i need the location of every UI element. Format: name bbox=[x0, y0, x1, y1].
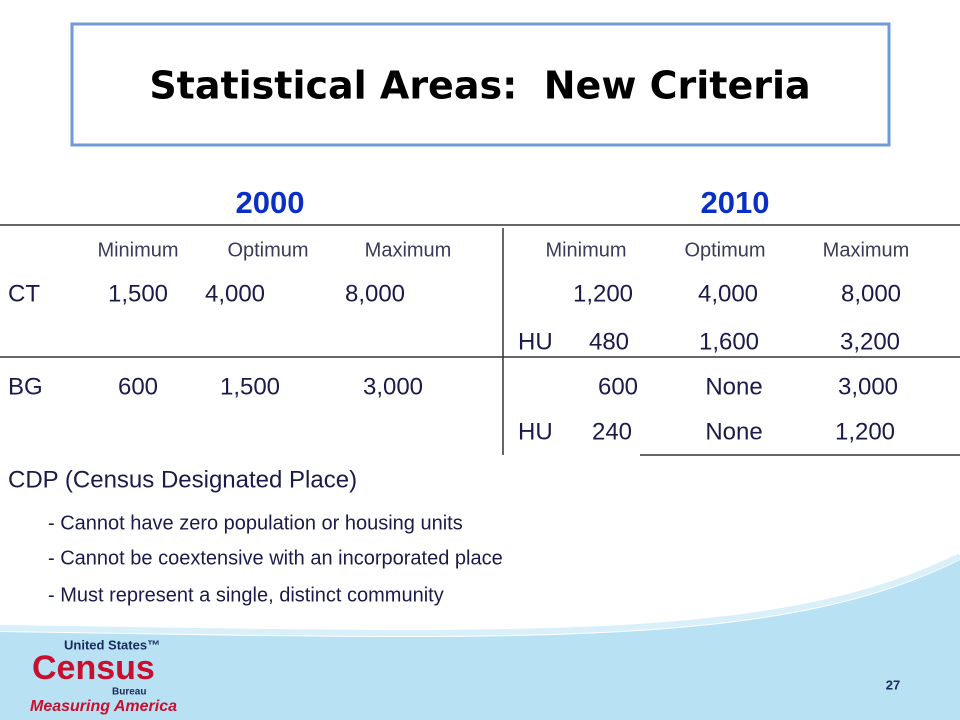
row-label: CT bbox=[8, 280, 40, 307]
cell: 1,500 bbox=[220, 373, 280, 400]
cell: 480 bbox=[589, 328, 629, 355]
cell: 1,600 bbox=[699, 328, 759, 355]
background-swoosh bbox=[0, 560, 960, 720]
year: 2000 bbox=[236, 185, 305, 220]
cell: 3,000 bbox=[363, 373, 423, 400]
cell: 1,500 bbox=[108, 280, 168, 307]
bullet: - Cannot have zero population or housing… bbox=[48, 512, 463, 534]
bullet: - Must represent a single, distinct comm… bbox=[48, 584, 444, 606]
logo-main: Census bbox=[32, 649, 155, 687]
year: 2010 bbox=[701, 185, 770, 220]
cell: None bbox=[705, 373, 762, 400]
cell: 4,000 bbox=[205, 280, 265, 307]
row-label: BG bbox=[8, 373, 43, 400]
cell: 8,000 bbox=[345, 280, 405, 307]
column-header: Maximum bbox=[365, 239, 452, 261]
swoosh-edge bbox=[0, 553, 960, 636]
column-header: Optimum bbox=[227, 239, 308, 261]
column-header: Minimum bbox=[545, 239, 626, 261]
column-header: Maximum bbox=[823, 239, 910, 261]
row-label: HU bbox=[518, 418, 553, 445]
cell: 240 bbox=[592, 418, 632, 445]
cell: 8,000 bbox=[841, 280, 901, 307]
bullet: - Cannot be coextensive with an incorpor… bbox=[48, 547, 503, 569]
cell: 600 bbox=[118, 373, 158, 400]
cell: 3,200 bbox=[840, 328, 900, 355]
column-header: Optimum bbox=[684, 239, 765, 261]
cell: 600 bbox=[598, 373, 638, 400]
logo-bureau: Bureau bbox=[112, 687, 146, 698]
row-label: HU bbox=[518, 328, 553, 355]
cell: 4,000 bbox=[698, 280, 758, 307]
title-box bbox=[70, 22, 891, 147]
title: Statistical Areas: New Criteria bbox=[149, 64, 810, 108]
page-number: 27 bbox=[886, 677, 900, 692]
column-header: Minimum bbox=[97, 239, 178, 261]
logo-top: United States™ bbox=[64, 637, 160, 652]
cell: 1,200 bbox=[835, 418, 895, 445]
cell: 3,000 bbox=[838, 373, 898, 400]
cell: 1,200 bbox=[573, 280, 633, 307]
logo-tagline: Measuring America bbox=[30, 698, 177, 715]
cdp-heading: CDP (Census Designated Place) bbox=[8, 466, 357, 493]
cell: None bbox=[705, 418, 762, 445]
